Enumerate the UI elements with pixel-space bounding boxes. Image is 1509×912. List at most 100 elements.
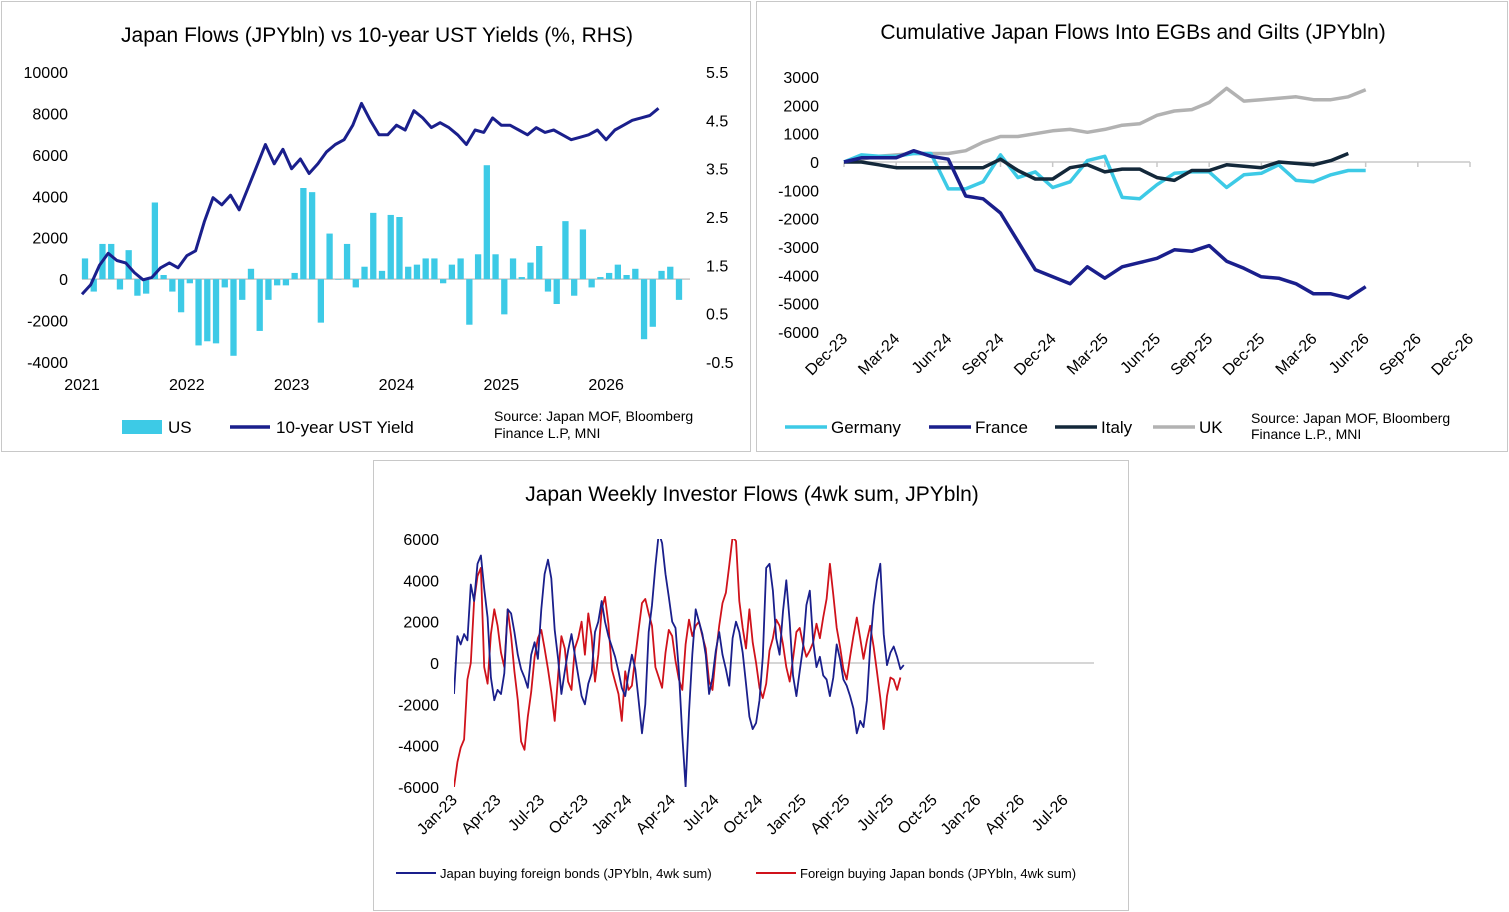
chart1-right-tick-label: 5.5 bbox=[706, 65, 728, 82]
chart1-us-bar bbox=[553, 279, 560, 304]
chart1-us-bar bbox=[186, 279, 193, 284]
chart1-us-bar bbox=[195, 279, 202, 346]
chart2-y-tick-label: -5000 bbox=[778, 297, 819, 314]
chart3-y-tick-label: -4000 bbox=[398, 739, 439, 756]
chart2-series-france bbox=[843, 148, 1367, 300]
chart1-us-bar bbox=[291, 272, 298, 280]
chart3-y-tick-label: 2000 bbox=[403, 615, 439, 632]
chart2-series-uk bbox=[843, 86, 1367, 164]
chart1-us-bar bbox=[352, 279, 359, 288]
chart1-us-bar bbox=[108, 243, 115, 280]
chart2-y-axis-labels: 3000 2000 1000 0 -1000 -2000 -3000 -4000 -5000 -6… bbox=[778, 70, 819, 342]
chart2-x-tick-label: Sep-26 bbox=[1376, 330, 1425, 379]
chart3-y-tick-label: 6000 bbox=[403, 532, 439, 549]
chart2-x-tick-label: Jun-25 bbox=[1117, 330, 1164, 377]
chart1-us-bar bbox=[90, 279, 97, 292]
chart1-left-tick-label: -4000 bbox=[27, 355, 68, 372]
chart1-us-bar bbox=[466, 279, 473, 325]
chart2-x-tick-label: Dec-25 bbox=[1220, 330, 1269, 379]
chart3-x-tick-label: Jan-23 bbox=[414, 792, 461, 839]
chart1-us-bar bbox=[256, 279, 263, 331]
chart1-title: Japan Flows (JPYbln) vs 10-year UST Yiel… bbox=[121, 24, 633, 47]
chart1-right-tick-label: 1.5 bbox=[706, 258, 728, 275]
chart1-us-bar bbox=[134, 279, 141, 296]
chart1-us-bar bbox=[422, 258, 429, 280]
chart1-us-bar bbox=[317, 279, 324, 323]
chart1-x-tick-label: 2025 bbox=[484, 377, 520, 394]
chart1-legend-us-swatch bbox=[122, 420, 162, 434]
chart1-series-10-year-ust-yield bbox=[80, 101, 660, 296]
chart1-us-bar bbox=[536, 246, 543, 280]
chart1-us-bar bbox=[81, 258, 89, 280]
chart1-legend-yield: 10-year UST Yield bbox=[276, 418, 414, 437]
chart1-us-bar bbox=[308, 192, 316, 280]
chart1-svg: Japan Flows (JPYbln) vs 10-year UST Yiel… bbox=[24, 24, 734, 441]
chart3-x-tick-label: Jan-26 bbox=[938, 792, 985, 839]
chart1-us-bar bbox=[204, 279, 211, 342]
chart2-y-tick-label: -4000 bbox=[778, 268, 819, 285]
chart1-us-bar bbox=[588, 279, 595, 288]
chart1-us-bar bbox=[448, 264, 456, 280]
chart1-us-bar bbox=[579, 229, 587, 280]
chart3-x-tick-label: Jul-26 bbox=[1029, 792, 1072, 835]
chart1-left-tick-label: -2000 bbox=[27, 314, 68, 331]
chart2-legend-germany: Germany bbox=[831, 418, 901, 437]
chart1-us-bar bbox=[544, 279, 552, 292]
chart2-x-tick-label: Jun-26 bbox=[1326, 330, 1373, 377]
chart2-series-germany bbox=[843, 151, 1366, 201]
chart1-right-tick-label: 2.5 bbox=[706, 210, 728, 227]
chart3-legend-japan: Japan buying foreign bonds (JPYbln, 4wk … bbox=[440, 866, 712, 881]
chart1-us-bar bbox=[623, 275, 630, 280]
chart1-us-bar bbox=[431, 258, 438, 280]
chart2-svg: Cumulative Japan Flows Into EGBs and Gil… bbox=[778, 21, 1477, 442]
chart1-us-bar bbox=[326, 233, 333, 280]
chart1-us-bar bbox=[160, 275, 167, 280]
chart1-us-bar bbox=[282, 279, 290, 286]
chart2-legend-france: France bbox=[975, 418, 1028, 437]
chart3-series-foreign-buying-japan-bonds bbox=[454, 539, 902, 787]
chart1-us-bar bbox=[177, 279, 185, 313]
chart-panel-cumulative-egb-gilts: Cumulative Japan Flows Into EGBs and Gil… bbox=[756, 1, 1508, 452]
chart1-us-bar bbox=[396, 217, 403, 280]
chart1-us-bar bbox=[143, 279, 150, 294]
chart1-us-bar bbox=[370, 212, 377, 280]
chart1-left-tick-label: 6000 bbox=[32, 148, 68, 165]
chart-panel-japan-flows-ust: Japan Flows (JPYbln) vs 10-year UST Yiel… bbox=[1, 1, 751, 452]
chart1-us-bar bbox=[413, 264, 421, 280]
chart1-us-bar bbox=[239, 279, 246, 300]
chart2-y-tick-label: 1000 bbox=[783, 127, 819, 144]
chart1-us-bar bbox=[597, 277, 604, 280]
chart1-us-bar bbox=[169, 279, 176, 292]
chart1-us-bar bbox=[212, 279, 220, 344]
chart1-us-bar bbox=[440, 279, 447, 284]
chart2-legend-italy: Italy bbox=[1101, 418, 1133, 437]
chart1-us-bar bbox=[265, 279, 272, 300]
chart1-right-tick-label: 4.5 bbox=[706, 113, 728, 130]
chart3-x-tick-label: Jul-23 bbox=[505, 792, 548, 835]
chart1-source-line2: Finance L.P, MNI bbox=[494, 425, 600, 441]
chart1-left-tick-label: 10000 bbox=[24, 65, 69, 82]
chart3-x-tick-label: Apr-25 bbox=[808, 792, 854, 838]
chart1-left-axis-labels: -4000 -2000 0 2000 4000 6000 8000 10000 bbox=[24, 65, 69, 372]
chart2-y-tick-label: -6000 bbox=[778, 325, 819, 342]
chart3-y-tick-label: -2000 bbox=[398, 697, 439, 714]
chart2-y-tick-label: -1000 bbox=[778, 183, 819, 200]
chart1-us-bar bbox=[335, 279, 342, 280]
chart2-source-line2: Finance L.P., MNI bbox=[1251, 426, 1361, 442]
chart1-us-bar bbox=[483, 165, 490, 280]
chart1-us-bar bbox=[274, 279, 281, 286]
chart1-us-bar bbox=[116, 279, 124, 290]
chart1-us-bar bbox=[343, 243, 351, 280]
chart2-x-tick-label: Mar-25 bbox=[1064, 330, 1112, 378]
chart1-us-bar bbox=[614, 264, 621, 280]
chart1-us-bar bbox=[605, 272, 613, 280]
chart1-x-tick-label: 2023 bbox=[274, 377, 310, 394]
chart3-x-tick-label: Apr-23 bbox=[458, 792, 504, 838]
chart1-legend-us: US bbox=[168, 418, 192, 437]
chart3-legend-foreign: Foreign buying Japan bonds (JPYbln, 4wk … bbox=[800, 866, 1076, 881]
chart1-us-bar bbox=[492, 254, 499, 280]
chart2-x-tick-label: Dec-24 bbox=[1011, 330, 1060, 379]
chart3-x-tick-label: Jan-25 bbox=[763, 792, 810, 839]
chart3-x-tick-label: Oct-25 bbox=[895, 792, 941, 838]
